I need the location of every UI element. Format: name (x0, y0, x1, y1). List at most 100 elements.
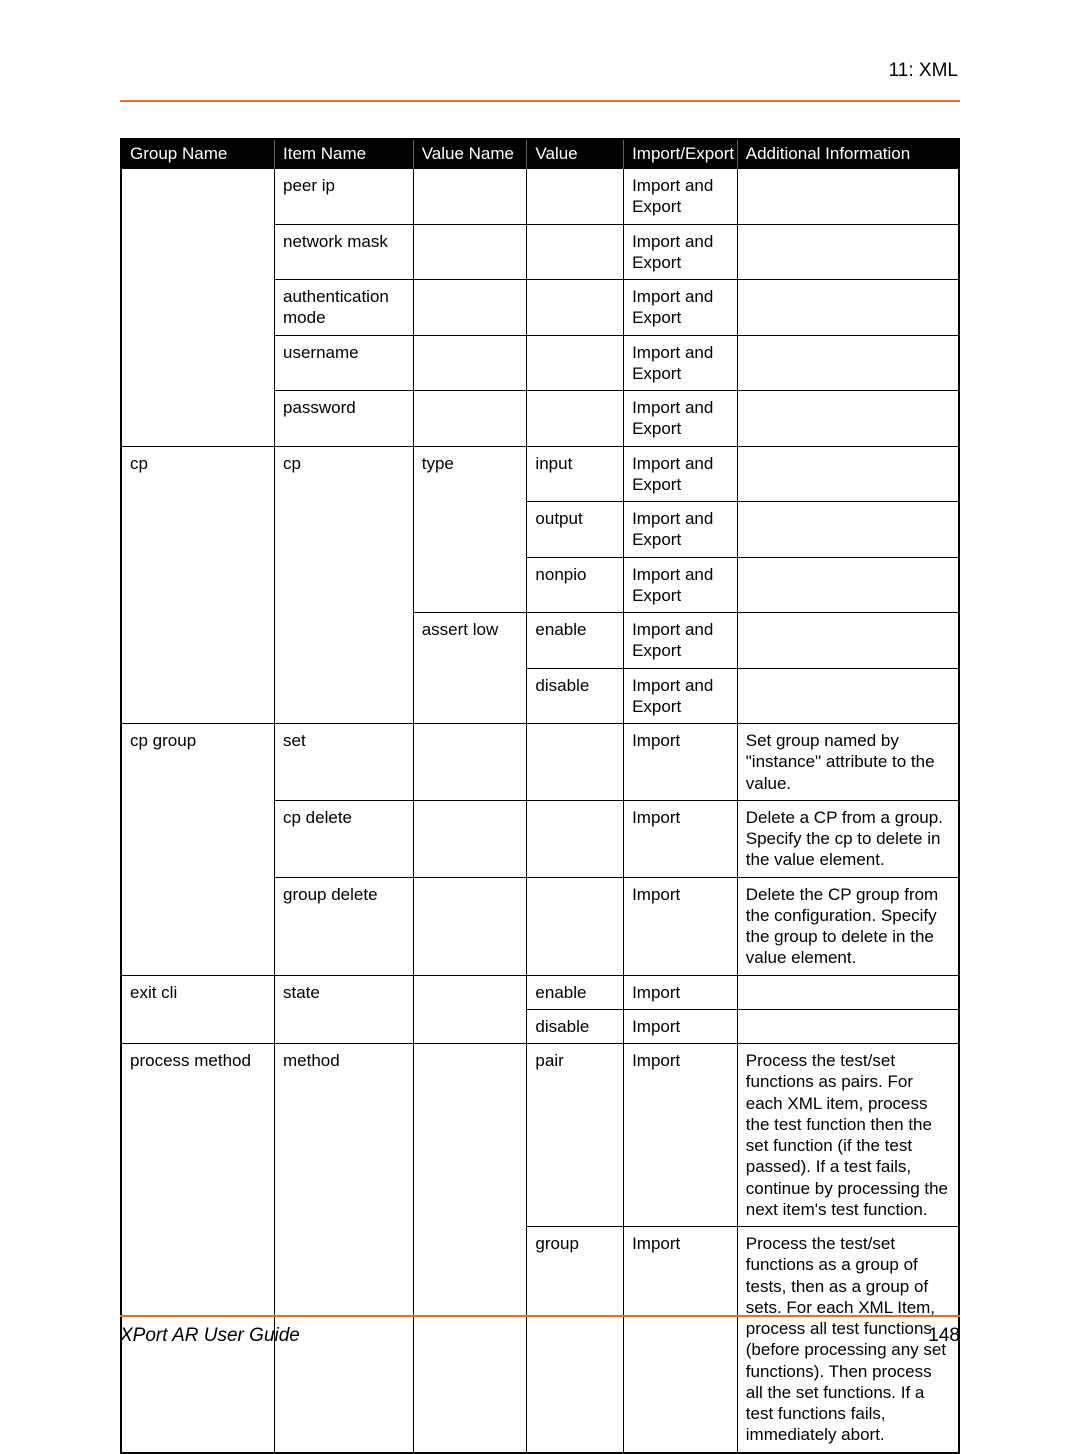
cell-group (121, 224, 275, 280)
cell-value: disable (527, 1009, 624, 1043)
cell-ie: Import and Export (624, 224, 738, 280)
table-row: password Import and Export (121, 391, 959, 447)
cell-item (275, 502, 414, 558)
cell-ie: Import (624, 877, 738, 975)
cell-ie: Import and Export (624, 280, 738, 336)
cell-vname (413, 724, 527, 801)
cell-vname (413, 557, 527, 613)
cell-group (121, 391, 275, 447)
cell-vname (413, 668, 527, 724)
cell-vname: assert low (413, 613, 527, 669)
cell-item: method (275, 1044, 414, 1227)
col-value: Value (527, 139, 624, 169)
cell-value (527, 391, 624, 447)
cell-item: cp (275, 446, 414, 502)
cell-ie: Import and Export (624, 391, 738, 447)
cell-value: nonpio (527, 557, 624, 613)
cell-value (527, 280, 624, 336)
cell-vname: type (413, 446, 527, 502)
cell-group: cp (121, 446, 275, 502)
col-import-export: Import/Export (624, 139, 738, 169)
cell-value: enable (527, 975, 624, 1009)
cell-value: enable (527, 613, 624, 669)
table-row: assert low enable Import and Export (121, 613, 959, 669)
cell-info (737, 1009, 959, 1043)
cell-vname (413, 335, 527, 391)
col-group-name: Group Name (121, 139, 275, 169)
cell-group (121, 280, 275, 336)
cell-vname (413, 975, 527, 1009)
cell-info: Process the test/set functions as pairs.… (737, 1044, 959, 1227)
cell-value (527, 335, 624, 391)
table-row: output Import and Export (121, 502, 959, 558)
cell-info: Set group named by "instance" attribute … (737, 724, 959, 801)
cell-info (737, 169, 959, 225)
cell-info (737, 224, 959, 280)
cell-group: process method (121, 1044, 275, 1227)
cell-vname (413, 1009, 527, 1043)
cell-item: set (275, 724, 414, 801)
cell-value (527, 224, 624, 280)
footer-title: XPort AR User Guide (120, 1325, 300, 1347)
cell-group (121, 557, 275, 613)
page-section-header: 11: XML (120, 60, 960, 88)
cell-vname (413, 877, 527, 975)
cell-vname (413, 1044, 527, 1227)
cell-vname (413, 800, 527, 877)
cell-ie: Import and Export (624, 613, 738, 669)
cell-group: exit cli (121, 975, 275, 1009)
cell-item: authentication mode (275, 280, 414, 336)
cell-info (737, 557, 959, 613)
xml-config-table: Group Name Item Name Value Name Value Im… (120, 138, 960, 1454)
cell-info: Delete the CP group from the configurati… (737, 877, 959, 975)
cell-info (737, 613, 959, 669)
cell-item: username (275, 335, 414, 391)
table-row: network mask Import and Export (121, 224, 959, 280)
cell-value: disable (527, 668, 624, 724)
cell-info (737, 975, 959, 1009)
cell-item: peer ip (275, 169, 414, 225)
cell-item: state (275, 975, 414, 1009)
cell-vname (413, 280, 527, 336)
cell-info (737, 446, 959, 502)
cell-item (275, 613, 414, 669)
cell-value: output (527, 502, 624, 558)
cell-group (121, 668, 275, 724)
cell-ie: Import (624, 1044, 738, 1227)
cell-value (527, 800, 624, 877)
cell-info (737, 280, 959, 336)
footer-page-number: 148 (928, 1325, 960, 1347)
cell-value: pair (527, 1044, 624, 1227)
cell-group (121, 169, 275, 225)
cell-group (121, 613, 275, 669)
cell-value (527, 169, 624, 225)
table-row: process method method pair Import Proces… (121, 1044, 959, 1227)
table-row: disable Import (121, 1009, 959, 1043)
cell-info: Delete a CP from a group. Specify the cp… (737, 800, 959, 877)
cell-info (737, 502, 959, 558)
cell-info (737, 668, 959, 724)
cell-group: cp group (121, 724, 275, 801)
cell-ie: Import (624, 975, 738, 1009)
cell-item: cp delete (275, 800, 414, 877)
cell-value: input (527, 446, 624, 502)
footer-rule (120, 1315, 960, 1317)
cell-value (527, 877, 624, 975)
cell-item (275, 557, 414, 613)
cell-info (737, 391, 959, 447)
cell-group (121, 877, 275, 975)
cell-group (121, 502, 275, 558)
table-header-row: Group Name Item Name Value Name Value Im… (121, 139, 959, 169)
cell-ie: Import (624, 1009, 738, 1043)
cell-item (275, 1009, 414, 1043)
table-row: disable Import and Export (121, 668, 959, 724)
cell-ie: Import and Export (624, 502, 738, 558)
col-item-name: Item Name (275, 139, 414, 169)
table-row: username Import and Export (121, 335, 959, 391)
table-row: authentication mode Import and Export (121, 280, 959, 336)
table-row: exit cli state enable Import (121, 975, 959, 1009)
cell-ie: Import and Export (624, 335, 738, 391)
cell-vname (413, 502, 527, 558)
cell-vname (413, 224, 527, 280)
cell-group (121, 1009, 275, 1043)
